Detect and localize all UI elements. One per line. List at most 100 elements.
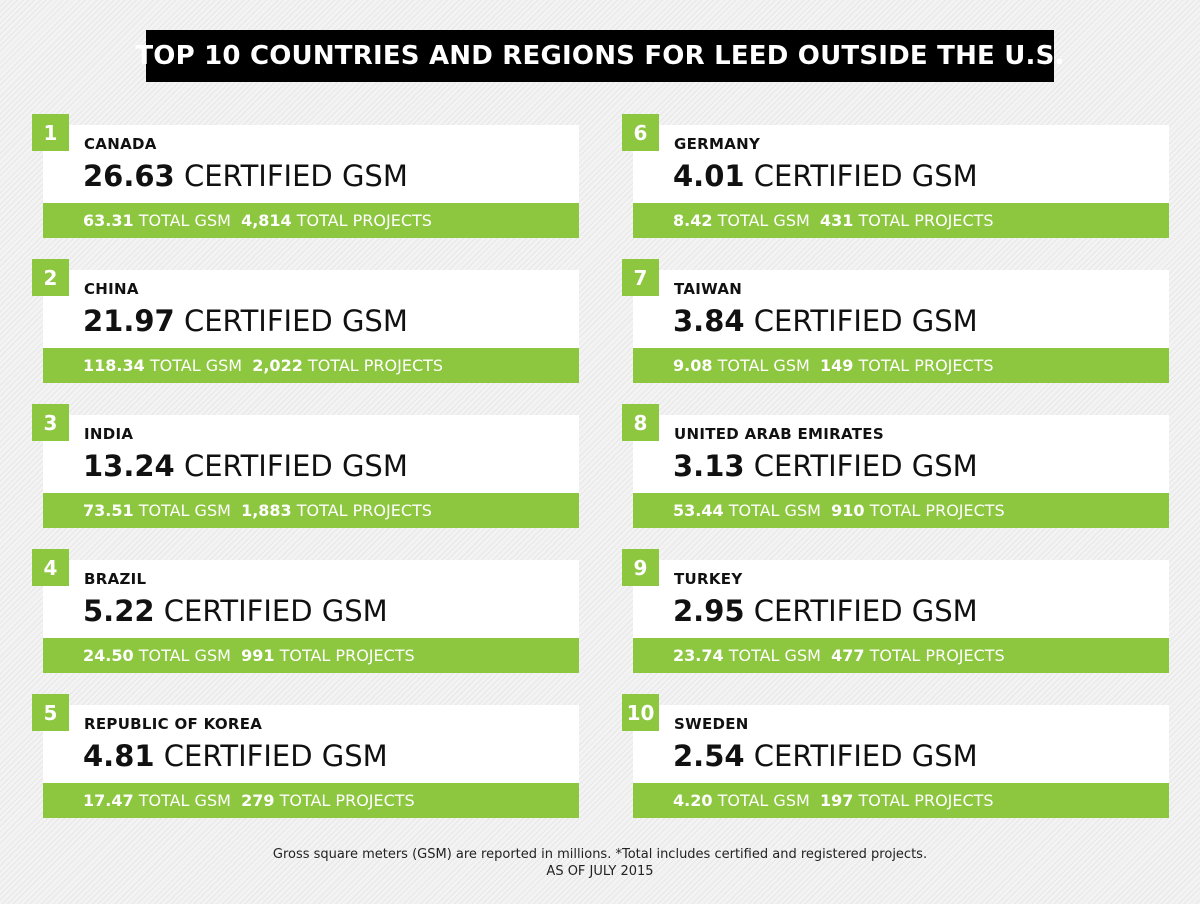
total-projects-label: TOTAL PROJECTS — [858, 211, 994, 230]
totals-bar: 24.50 TOTAL GSM 991 TOTAL PROJECTS — [43, 638, 579, 673]
total-gsm-label: TOTAL GSM — [138, 646, 231, 665]
country-card-7: 7 TAIWAN 3.84 CERTIFIED GSM 9.08 TOTAL G… — [622, 259, 1169, 383]
total-projects-label: TOTAL PROJECTS — [296, 501, 432, 520]
total-gsm-label: TOTAL GSM — [728, 646, 821, 665]
total-projects-value: 2,022 — [252, 356, 303, 375]
certified-gsm: 4.81 CERTIFIED GSM — [83, 737, 388, 775]
country-name: REPUBLIC OF KOREA — [84, 715, 263, 733]
total-projects-value: 197 — [819, 791, 854, 810]
totals-bar: 8.42 TOTAL GSM 431 TOTAL PROJECTS — [633, 203, 1169, 238]
total-projects-label: TOTAL PROJECTS — [307, 356, 444, 375]
certified-gsm-label: CERTIFIED GSM — [753, 739, 978, 773]
totals-bar: 23.74 TOTAL GSM 477 TOTAL PROJECTS — [633, 638, 1169, 673]
rank-badge: 5 — [32, 694, 69, 731]
certified-gsm-value: 2.54 — [673, 739, 745, 773]
total-gsm-value: 17.47 — [83, 791, 134, 810]
rank-badge: 8 — [622, 404, 659, 441]
total-gsm-value: 4.20 — [673, 791, 713, 810]
rank-badge: 10 — [622, 694, 659, 731]
certified-gsm: 2.54 CERTIFIED GSM — [673, 737, 978, 775]
total-projects-value: 1,883 — [241, 501, 292, 520]
certified-gsm: 21.97 CERTIFIED GSM — [83, 302, 408, 340]
country-name: UNITED ARAB EMIRATES — [674, 425, 884, 443]
rank-badge: 6 — [622, 114, 659, 151]
certified-gsm-label: CERTIFIED GSM — [183, 159, 408, 193]
certified-gsm-label: CERTIFIED GSM — [183, 304, 408, 338]
footnote: Gross square meters (GSM) are reported i… — [0, 846, 1200, 880]
total-gsm-label: TOTAL GSM — [717, 791, 810, 810]
total-projects-label: TOTAL PROJECTS — [296, 211, 432, 230]
total-gsm-value: 73.51 — [83, 501, 134, 520]
total-gsm-value: 23.74 — [673, 646, 724, 665]
total-gsm-label: TOTAL GSM — [138, 791, 231, 810]
total-gsm-value: 8.42 — [673, 211, 713, 230]
certified-gsm: 2.95 CERTIFIED GSM — [673, 592, 978, 630]
certified-gsm-label: CERTIFIED GSM — [163, 739, 388, 773]
total-gsm-value: 53.44 — [673, 501, 724, 520]
country-name: BRAZIL — [84, 570, 147, 588]
country-card-6: 6 GERMANY 4.01 CERTIFIED GSM 8.42 TOTAL … — [622, 114, 1169, 238]
country-name: TURKEY — [674, 570, 743, 588]
page-title: TOP 10 COUNTRIES AND REGIONS FOR LEED OU… — [135, 30, 1064, 82]
country-name: CANADA — [84, 135, 157, 153]
footnote-line-2: AS OF JULY 2015 — [546, 864, 654, 879]
totals-bar: 73.51 TOTAL GSM 1,883 TOTAL PROJECTS — [43, 493, 579, 528]
totals-bar: 118.34 TOTAL GSM 2,022 TOTAL PROJECTS — [43, 348, 579, 383]
total-projects-value: 149 — [819, 356, 854, 375]
certified-gsm-value: 26.63 — [83, 159, 175, 193]
country-card-10: 10 SWEDEN 2.54 CERTIFIED GSM 4.20 TOTAL … — [622, 694, 1169, 818]
total-gsm-value: 63.31 — [83, 211, 134, 230]
total-gsm-label: TOTAL GSM — [717, 211, 810, 230]
rank-badge: 7 — [622, 259, 659, 296]
totals-bar: 4.20 TOTAL GSM 197 TOTAL PROJECTS — [633, 783, 1169, 818]
total-gsm-label: TOTAL GSM — [728, 501, 821, 520]
certified-gsm: 3.84 CERTIFIED GSM — [673, 302, 978, 340]
country-name: SWEDEN — [674, 715, 749, 733]
total-gsm-value: 118.34 — [83, 356, 145, 375]
total-projects-value: 431 — [819, 211, 854, 230]
country-card-3: 3 INDIA 13.24 CERTIFIED GSM 73.51 TOTAL … — [32, 404, 579, 528]
total-projects-value: 279 — [241, 791, 275, 810]
totals-bar: 9.08 TOTAL GSM 149 TOTAL PROJECTS — [633, 348, 1169, 383]
total-projects-value: 991 — [241, 646, 275, 665]
certified-gsm-value: 5.22 — [83, 594, 155, 628]
country-name: TAIWAN — [674, 280, 743, 298]
country-name: GERMANY — [674, 135, 761, 153]
certified-gsm-value: 2.95 — [673, 594, 745, 628]
total-gsm-label: TOTAL GSM — [717, 356, 810, 375]
total-projects-label: TOTAL PROJECTS — [858, 356, 994, 375]
total-projects-label: TOTAL PROJECTS — [858, 791, 994, 810]
certified-gsm-value: 21.97 — [83, 304, 175, 338]
certified-gsm: 5.22 CERTIFIED GSM — [83, 592, 388, 630]
certified-gsm: 3.13 CERTIFIED GSM — [673, 447, 978, 485]
certified-gsm-value: 3.13 — [673, 449, 745, 483]
country-card-2: 2 CHINA 21.97 CERTIFIED GSM 118.34 TOTAL… — [32, 259, 579, 383]
country-card-9: 9 TURKEY 2.95 CERTIFIED GSM 23.74 TOTAL … — [622, 549, 1169, 673]
totals-bar: 53.44 TOTAL GSM 910 TOTAL PROJECTS — [633, 493, 1169, 528]
certified-gsm: 13.24 CERTIFIED GSM — [83, 447, 408, 485]
certified-gsm-value: 4.81 — [83, 739, 155, 773]
certified-gsm-label: CERTIFIED GSM — [753, 594, 978, 628]
total-gsm-label: TOTAL GSM — [149, 356, 243, 375]
total-projects-value: 4,814 — [241, 211, 292, 230]
totals-bar: 63.31 TOTAL GSM 4,814 TOTAL PROJECTS — [43, 203, 579, 238]
rank-badge: 2 — [32, 259, 69, 296]
total-projects-label: TOTAL PROJECTS — [869, 646, 1005, 665]
certified-gsm-label: CERTIFIED GSM — [753, 304, 978, 338]
total-projects-label: TOTAL PROJECTS — [869, 501, 1005, 520]
certified-gsm-value: 3.84 — [673, 304, 745, 338]
certified-gsm-label: CERTIFIED GSM — [183, 449, 408, 483]
country-name: CHINA — [84, 280, 139, 298]
total-projects-label: TOTAL PROJECTS — [279, 646, 415, 665]
total-gsm-label: TOTAL GSM — [138, 501, 231, 520]
total-projects-value: 910 — [831, 501, 865, 520]
rank-badge: 9 — [622, 549, 659, 586]
certified-gsm-label: CERTIFIED GSM — [753, 449, 978, 483]
total-projects-value: 477 — [831, 646, 865, 665]
country-card-8: 8 UNITED ARAB EMIRATES 3.13 CERTIFIED GS… — [622, 404, 1169, 528]
total-projects-label: TOTAL PROJECTS — [279, 791, 415, 810]
certified-gsm-label: CERTIFIED GSM — [163, 594, 388, 628]
certified-gsm: 26.63 CERTIFIED GSM — [83, 157, 408, 195]
certified-gsm-value: 4.01 — [673, 159, 745, 193]
totals-bar: 17.47 TOTAL GSM 279 TOTAL PROJECTS — [43, 783, 579, 818]
